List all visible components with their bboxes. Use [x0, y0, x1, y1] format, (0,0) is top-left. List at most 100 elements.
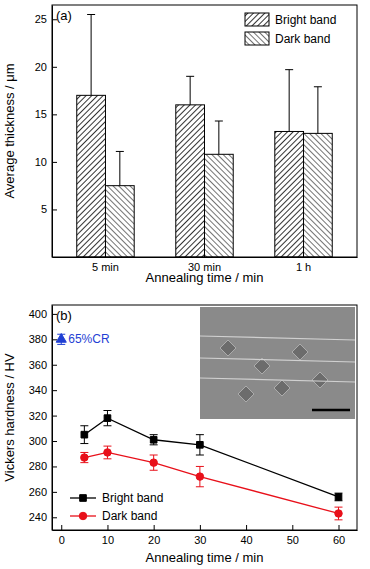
tick-mark — [52, 441, 57, 442]
y-axis: 510152025 — [35, 6, 57, 258]
point — [150, 436, 157, 443]
tick-label: 5 min — [92, 261, 119, 273]
tick: 60 — [333, 525, 345, 546]
series-line — [84, 418, 338, 497]
tick: 300 — [29, 435, 57, 447]
tick-mark — [292, 525, 293, 530]
point — [56, 334, 66, 343]
tick-label: 40 — [240, 534, 252, 546]
inset-band — [200, 336, 355, 340]
x-axis: 0102030405060 — [53, 525, 358, 546]
error-cap — [150, 470, 158, 471]
tick-label: 360 — [29, 359, 47, 371]
tick-mark — [52, 517, 57, 518]
inset-background — [200, 307, 355, 419]
error-bar — [103, 411, 111, 426]
tick-label: 0 — [59, 534, 65, 546]
tick-mark — [52, 339, 57, 340]
point — [335, 510, 342, 517]
error-cap — [314, 86, 322, 87]
tick-mark — [105, 252, 106, 257]
legend-marker — [79, 512, 86, 519]
error-cap — [196, 486, 204, 487]
tick: 280 — [29, 460, 57, 472]
error-bar — [186, 76, 194, 105]
tick-label: 340 — [29, 384, 47, 396]
tick-mark — [52, 209, 57, 210]
error-cap — [103, 410, 111, 411]
legend-swatch — [245, 32, 269, 45]
series-line — [84, 452, 338, 513]
bar — [176, 105, 205, 257]
error-line — [218, 121, 219, 154]
tick-mark — [154, 525, 155, 530]
error-bar — [314, 87, 322, 134]
error-cap — [335, 519, 343, 520]
tick-label: 240 — [29, 511, 47, 523]
error-cap — [196, 434, 204, 435]
legend-marker — [80, 495, 87, 502]
error-bar — [87, 15, 95, 96]
tick-label: 10 — [35, 156, 47, 168]
point — [104, 449, 111, 456]
tick-mark — [303, 252, 304, 257]
error-bar — [150, 435, 158, 445]
tick-label: 20 — [35, 61, 47, 73]
plot-frame — [52, 305, 357, 530]
error-cap — [150, 455, 158, 456]
bar — [205, 154, 234, 257]
inset-band — [200, 358, 355, 362]
error-cap — [335, 507, 343, 508]
error-cap — [150, 434, 158, 435]
legend-swatch — [245, 13, 269, 26]
error-cap — [80, 443, 88, 444]
tick: 15 — [35, 108, 57, 120]
error-line — [289, 70, 290, 132]
point — [335, 494, 342, 501]
tick-label: 1 h — [296, 261, 311, 273]
error-cap — [150, 444, 158, 445]
plot-frame — [52, 5, 357, 257]
y-axis-title: Vickers hardness / HV — [2, 353, 17, 482]
error-cap — [186, 76, 194, 77]
tick: 50 — [287, 525, 299, 546]
error-cap — [103, 425, 111, 426]
tick-label: 30 — [194, 534, 206, 546]
tick: 5 min — [92, 252, 119, 273]
bar — [105, 186, 134, 257]
tick: 320 — [29, 410, 57, 422]
legend: Bright bandDark band — [70, 491, 163, 523]
tick-mark — [52, 390, 57, 391]
error-bar — [80, 426, 88, 444]
error-cap — [80, 462, 88, 463]
legend-label: Dark band — [275, 32, 330, 46]
tick-mark — [200, 525, 201, 530]
error-bar — [103, 446, 111, 459]
point — [150, 459, 157, 466]
error-bar — [80, 452, 88, 462]
tick-mark — [52, 114, 57, 115]
tick: 240 — [29, 511, 57, 523]
tick: 400 — [29, 308, 57, 320]
plot-area — [56, 334, 342, 520]
tick: 30 — [194, 525, 206, 546]
error-cap — [196, 466, 204, 467]
tick-label: 380 — [29, 333, 47, 345]
tick-label: 300 — [29, 435, 47, 447]
error-bar — [335, 507, 343, 520]
tick-mark — [204, 252, 205, 257]
inset-band — [200, 378, 355, 382]
tick-label: 5 — [41, 203, 47, 215]
error-bar — [285, 70, 293, 132]
error-bar — [215, 121, 223, 154]
legend-label: Dark band — [102, 509, 157, 523]
panel-label: (b) — [56, 308, 72, 323]
error-bar — [196, 466, 204, 486]
tick: 10 — [102, 525, 114, 546]
tick: 5 — [41, 203, 57, 215]
error-cap — [57, 344, 65, 345]
tick-label: 50 — [287, 534, 299, 546]
error-line — [119, 151, 120, 185]
tick: 340 — [29, 384, 57, 396]
error-cap — [116, 151, 124, 152]
